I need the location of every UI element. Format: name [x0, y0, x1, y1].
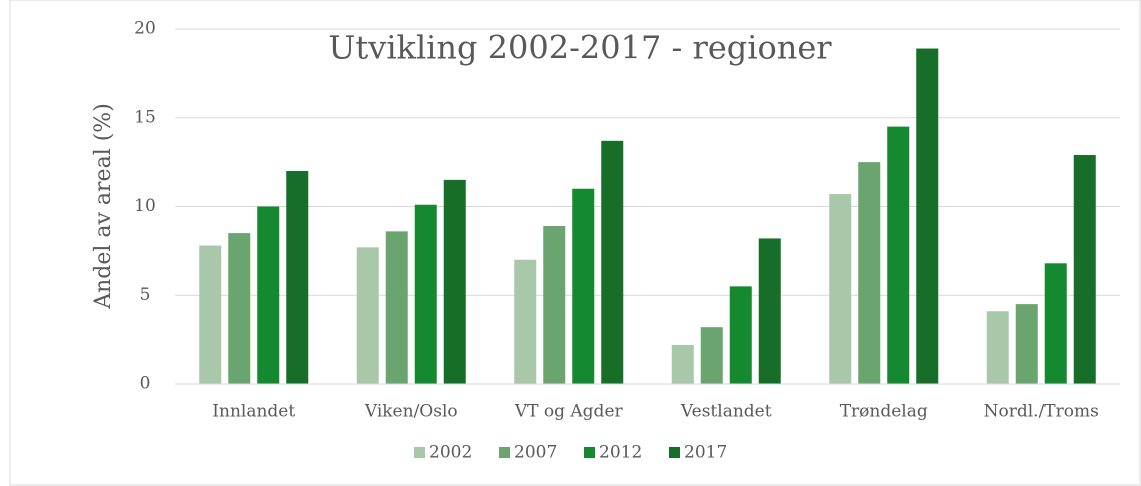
bar: [601, 140, 624, 384]
bar: [199, 245, 222, 384]
bar: [700, 327, 723, 384]
bar: [543, 226, 566, 384]
legend-label: 2007: [514, 443, 557, 463]
x-tick-label: Trøndelag: [840, 402, 928, 422]
bar: [572, 188, 595, 384]
bar: [356, 247, 379, 384]
bar: [1073, 155, 1096, 384]
x-tick-label: Viken/Oslo: [364, 402, 458, 422]
bar: [443, 179, 466, 384]
bar: [257, 206, 280, 384]
bar: [986, 311, 1009, 384]
legend-swatch: [414, 447, 425, 458]
y-tick-label: 0: [140, 374, 151, 394]
bar: [916, 48, 939, 385]
bar: [671, 344, 694, 384]
y-tick-label: 20: [134, 19, 156, 39]
x-tick-label: Vestlandet: [680, 402, 772, 422]
bar: [758, 238, 781, 384]
x-tick-label: VT og Agder: [514, 402, 624, 422]
y-axis-label: Andel av areal (%): [91, 103, 116, 310]
bar: [1044, 263, 1067, 384]
chart-border: [9, 0, 1141, 486]
bar: [829, 194, 852, 384]
y-tick-label: 15: [134, 107, 156, 127]
bar: [286, 171, 309, 384]
bar: [1015, 304, 1038, 384]
bar: [228, 233, 251, 384]
legend-swatch: [584, 447, 595, 458]
legend-swatch: [669, 447, 680, 458]
legend-label: 2012: [599, 443, 642, 463]
bar: [385, 231, 408, 384]
legend-swatch: [499, 447, 510, 458]
y-tick-label: 10: [134, 196, 156, 216]
bar: [514, 259, 537, 384]
x-tick-label: Innlandet: [212, 402, 295, 422]
bar: [887, 126, 910, 384]
y-tick-label: 5: [140, 285, 151, 305]
x-tick-label: Nordl./Troms: [984, 402, 1099, 422]
bar: [858, 162, 881, 384]
chart-title: Utvikling 2002-2017 - regioner: [328, 29, 832, 67]
bar: [414, 204, 437, 384]
legend-label: 2017: [684, 443, 727, 463]
bar: [729, 286, 752, 384]
legend-label: 2002: [429, 443, 472, 463]
